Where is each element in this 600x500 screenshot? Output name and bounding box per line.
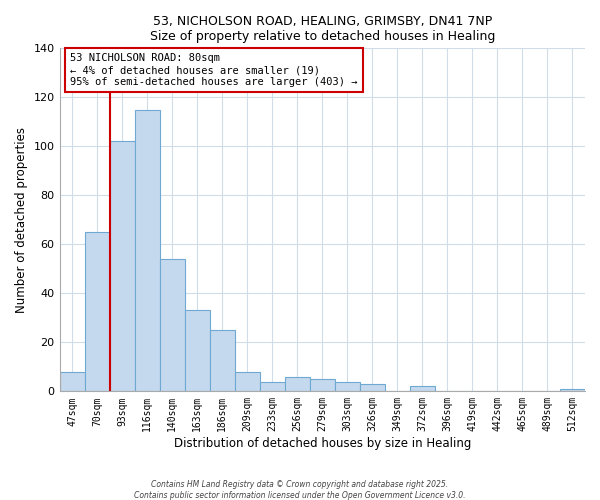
Bar <box>260 382 285 392</box>
Y-axis label: Number of detached properties: Number of detached properties <box>15 127 28 313</box>
Bar <box>285 376 310 392</box>
Bar <box>360 384 385 392</box>
Bar <box>560 389 585 392</box>
Text: Contains HM Land Registry data © Crown copyright and database right 2025.
Contai: Contains HM Land Registry data © Crown c… <box>134 480 466 500</box>
Bar <box>185 310 209 392</box>
Bar <box>85 232 110 392</box>
Bar <box>310 379 335 392</box>
Bar <box>59 372 85 392</box>
X-axis label: Distribution of detached houses by size in Healing: Distribution of detached houses by size … <box>173 437 471 450</box>
Bar <box>209 330 235 392</box>
Bar <box>160 259 185 392</box>
Bar <box>335 382 360 392</box>
Title: 53, NICHOLSON ROAD, HEALING, GRIMSBY, DN41 7NP
Size of property relative to deta: 53, NICHOLSON ROAD, HEALING, GRIMSBY, DN… <box>149 15 495 43</box>
Bar <box>134 110 160 392</box>
Text: 53 NICHOLSON ROAD: 80sqm
← 4% of detached houses are smaller (19)
95% of semi-de: 53 NICHOLSON ROAD: 80sqm ← 4% of detache… <box>70 54 358 86</box>
Bar <box>410 386 435 392</box>
Bar <box>110 142 134 392</box>
Bar <box>235 372 260 392</box>
